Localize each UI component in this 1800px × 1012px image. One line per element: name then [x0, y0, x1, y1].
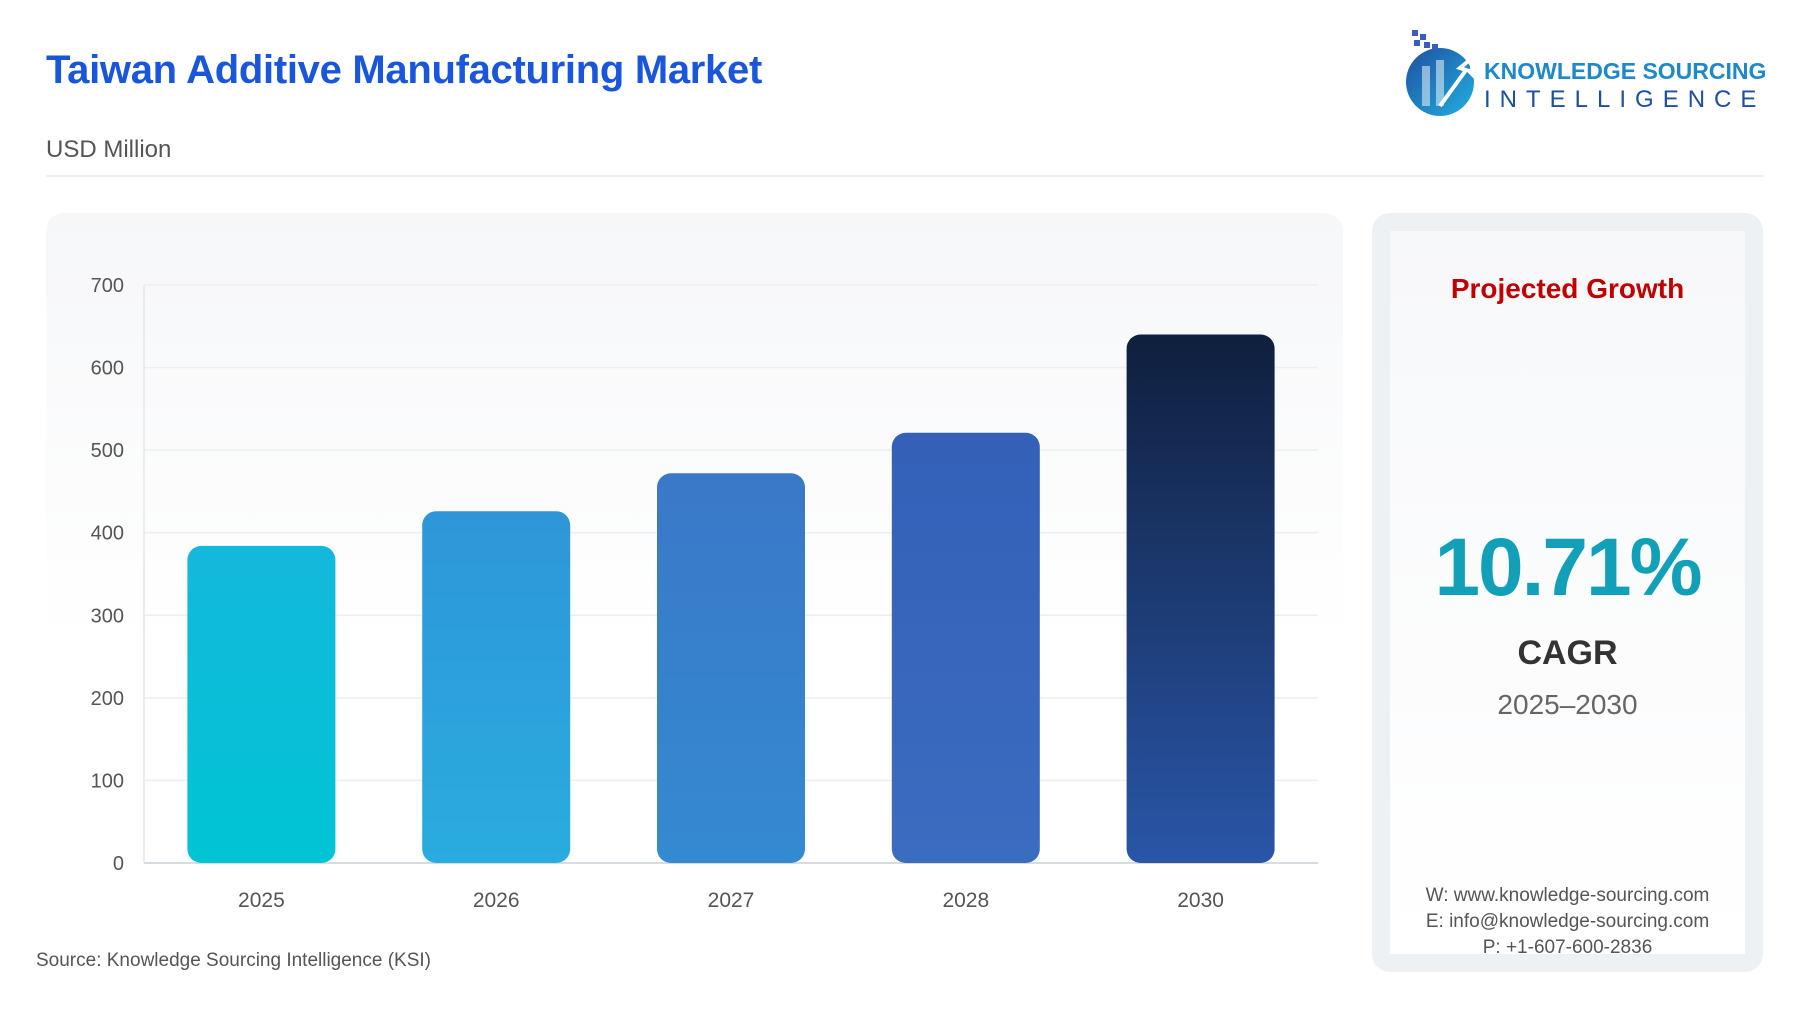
contact-web: W: www.knowledge-sourcing.com: [1425, 885, 1710, 906]
bar-2025: [187, 545, 336, 863]
y-tick-label: 700: [91, 275, 124, 297]
logo-text-line1: KNOWLEDGE SOURCING: [1484, 58, 1767, 84]
x-tick-label: 2027: [708, 889, 755, 912]
growth-card: Projected Growth 10.71% CAGR 2025–2030 W…: [1372, 213, 1763, 972]
bar-2026: [422, 511, 571, 863]
cagr-period: 2025–2030: [1497, 689, 1638, 720]
x-tick-label: 2026: [473, 889, 520, 912]
contact-phone: P: +1-607-600-2836: [1482, 937, 1653, 958]
cagr-value: 10.71%: [1434, 522, 1702, 613]
divider: [46, 175, 1764, 177]
x-tick-label: 2025: [238, 889, 285, 912]
bar-2028: [891, 432, 1040, 863]
y-tick-label: 100: [91, 770, 124, 792]
contact-email: E: info@knowledge-sourcing.com: [1425, 911, 1710, 932]
x-tick-label: 2028: [942, 889, 989, 912]
chart-panel: 0 100 200 300 400 500 600 700 2025 2026 2027 2028 20…: [46, 213, 1343, 933]
logo-text-line2: INTELLIGENCE: [1484, 86, 1766, 113]
cagr-label: CAGR: [1517, 634, 1618, 672]
y-tick-label: 200: [91, 688, 124, 710]
bar-2030: [1126, 334, 1275, 863]
company-logo: KNOWLEDGE SOURCING INTELLIGENCE: [1400, 26, 1766, 118]
y-tick-label: 500: [91, 440, 124, 462]
y-tick-label: 300: [91, 605, 124, 627]
x-tick-label: 2030: [1177, 889, 1224, 912]
logo-icon: [1406, 30, 1474, 116]
y-tick-label: 600: [91, 358, 124, 380]
y-tick-label: 0: [113, 853, 124, 875]
card-heading: Projected Growth: [1450, 273, 1685, 304]
unit-label: USD Million: [46, 136, 172, 163]
bar-chart: 0 100 200 300 400 500 600 700 2025 2026 2027 2028 20…: [91, 275, 1318, 912]
y-tick-label: 400: [91, 523, 124, 545]
page-title: Taiwan Additive Manufacturing Market: [46, 48, 762, 92]
bar-2027: [657, 473, 805, 863]
source-note: Source: Knowledge Sourcing Intelligence …: [36, 950, 432, 971]
